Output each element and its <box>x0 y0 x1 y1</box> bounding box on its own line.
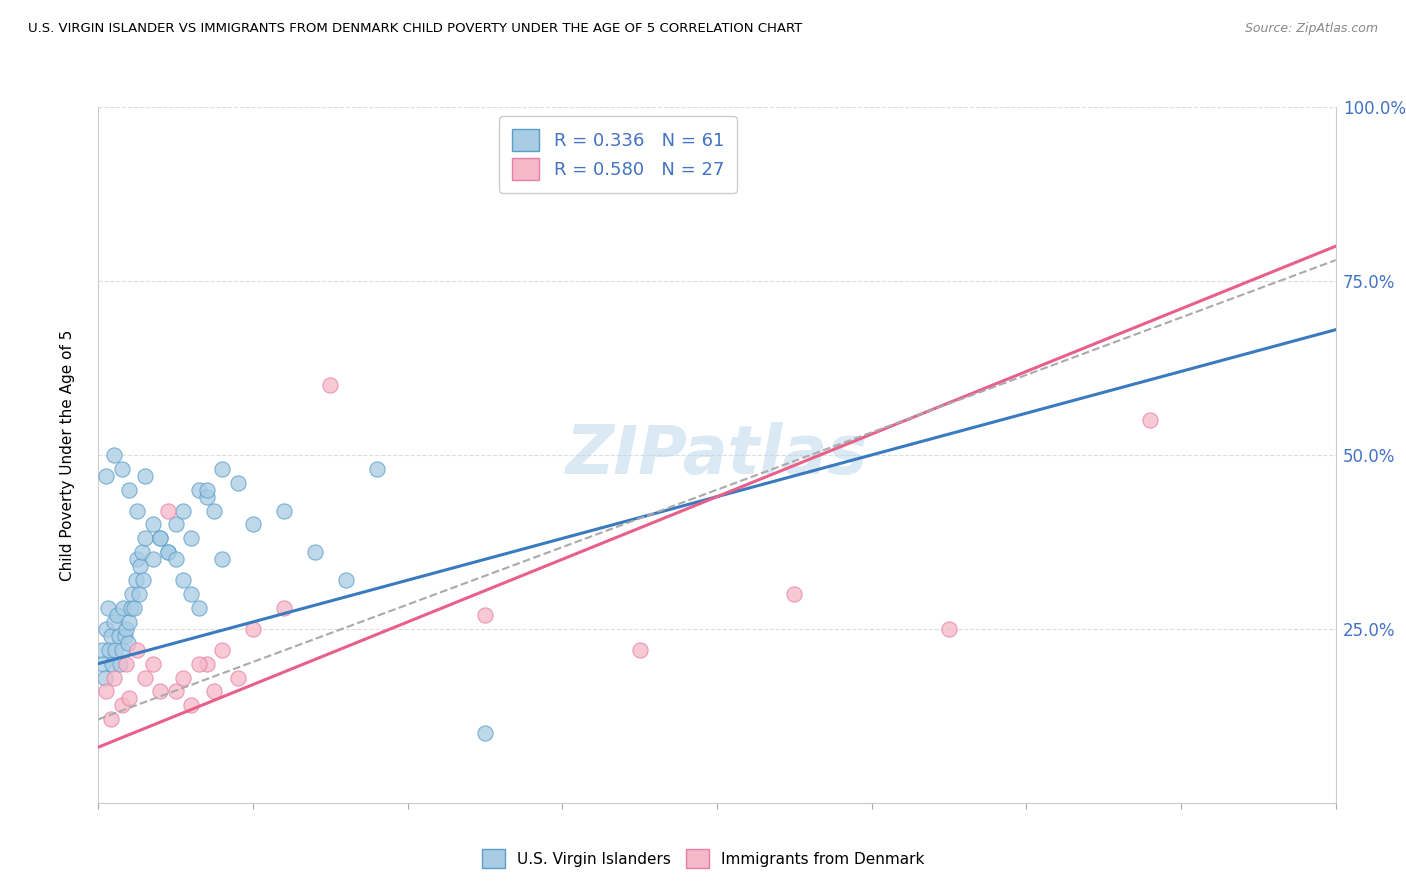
Point <box>115 622 138 636</box>
Point <box>204 684 226 698</box>
Point <box>90 642 112 657</box>
Point <box>141 552 165 566</box>
Point <box>157 545 180 559</box>
Point <box>101 657 124 671</box>
Point <box>180 532 202 546</box>
Point <box>226 671 249 685</box>
Point <box>117 636 139 650</box>
Point <box>96 468 118 483</box>
Point <box>103 448 125 462</box>
Point <box>304 545 326 559</box>
Point <box>97 601 120 615</box>
Point <box>165 552 187 566</box>
Point <box>129 559 152 574</box>
Point <box>132 573 155 587</box>
Point <box>118 615 141 629</box>
Text: Source: ZipAtlas.com: Source: ZipAtlas.com <box>1244 22 1378 36</box>
Point <box>122 601 145 615</box>
Point <box>474 726 496 740</box>
Point <box>96 622 118 636</box>
Point <box>134 671 156 685</box>
Point <box>120 601 142 615</box>
Point <box>195 490 218 504</box>
Point <box>131 545 153 559</box>
Point <box>112 601 135 615</box>
Point <box>118 483 141 497</box>
Point <box>111 698 134 713</box>
Point <box>103 615 125 629</box>
Point <box>111 642 134 657</box>
Point <box>157 545 180 559</box>
Point <box>173 503 195 517</box>
Point <box>96 684 118 698</box>
Point <box>165 517 187 532</box>
Point <box>211 642 233 657</box>
Legend: U.S. Virgin Islanders, Immigrants from Denmark: U.S. Virgin Islanders, Immigrants from D… <box>474 841 932 875</box>
Point <box>100 712 122 726</box>
Point <box>111 462 134 476</box>
Y-axis label: Child Poverty Under the Age of 5: Child Poverty Under the Age of 5 <box>60 329 75 581</box>
Point <box>242 622 264 636</box>
Point <box>128 587 150 601</box>
Point <box>211 552 233 566</box>
Point <box>783 587 806 601</box>
Point <box>108 657 131 671</box>
Legend: R = 0.336   N = 61, R = 0.580   N = 27: R = 0.336 N = 61, R = 0.580 N = 27 <box>499 116 737 193</box>
Point <box>103 671 125 685</box>
Point <box>195 483 218 497</box>
Point <box>121 587 143 601</box>
Point <box>474 607 496 622</box>
Point <box>335 573 357 587</box>
Point <box>149 532 172 546</box>
Point <box>242 517 264 532</box>
Point <box>107 629 129 643</box>
Point <box>134 468 156 483</box>
Point <box>124 573 146 587</box>
Point <box>93 671 115 685</box>
Point <box>366 462 388 476</box>
Point <box>104 642 127 657</box>
Point <box>149 532 172 546</box>
Point <box>127 552 149 566</box>
Point <box>319 378 342 392</box>
Point <box>114 629 136 643</box>
Point <box>180 698 202 713</box>
Point <box>141 657 165 671</box>
Point <box>188 483 211 497</box>
Point <box>1139 413 1161 427</box>
Point <box>141 517 165 532</box>
Point <box>204 503 226 517</box>
Point <box>938 622 960 636</box>
Point <box>273 601 295 615</box>
Point <box>188 657 211 671</box>
Point <box>134 532 156 546</box>
Text: ZIPatlas: ZIPatlas <box>567 422 868 488</box>
Point <box>273 503 295 517</box>
Point <box>98 642 121 657</box>
Point <box>91 657 114 671</box>
Point <box>173 671 195 685</box>
Point <box>226 475 249 490</box>
Point <box>118 691 141 706</box>
Point <box>100 629 122 643</box>
Point <box>127 503 149 517</box>
Point <box>180 587 202 601</box>
Point <box>195 657 218 671</box>
Point <box>149 684 172 698</box>
Point <box>105 607 128 622</box>
Point <box>211 462 233 476</box>
Point <box>628 642 651 657</box>
Point <box>157 503 180 517</box>
Text: U.S. VIRGIN ISLANDER VS IMMIGRANTS FROM DENMARK CHILD POVERTY UNDER THE AGE OF 5: U.S. VIRGIN ISLANDER VS IMMIGRANTS FROM … <box>28 22 803 36</box>
Point <box>127 642 149 657</box>
Point <box>115 657 138 671</box>
Point <box>165 684 187 698</box>
Point <box>188 601 211 615</box>
Point <box>173 573 195 587</box>
